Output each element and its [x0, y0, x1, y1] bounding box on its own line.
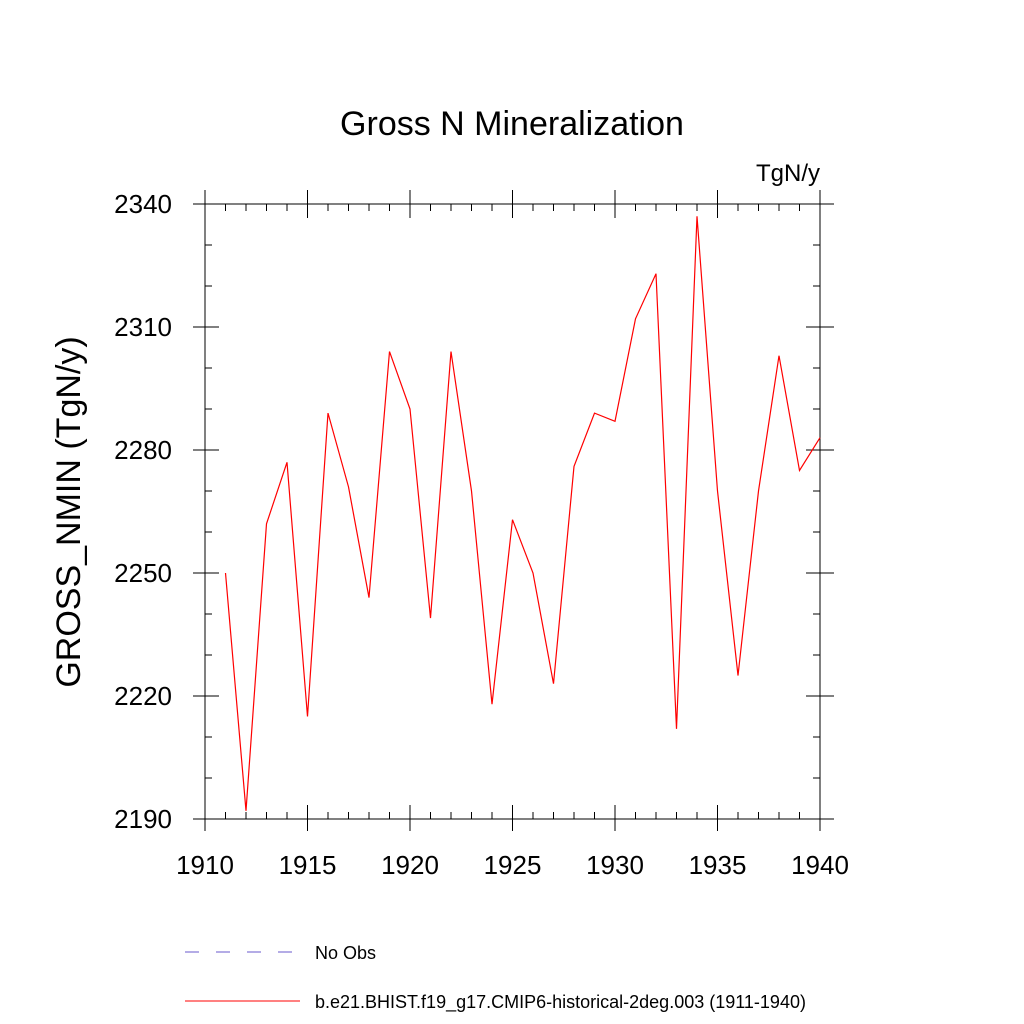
- units-label: TgN/y: [756, 160, 820, 187]
- chart-title: Gross N Mineralization: [340, 105, 684, 143]
- y-tick-label: 2190: [114, 804, 172, 834]
- x-tick-label: 1940: [791, 850, 849, 880]
- y-axis-label: GROSS_NMIN (TgN/y): [50, 336, 88, 687]
- y-tick-label: 2220: [114, 681, 172, 711]
- y-tick-label: 2250: [114, 558, 172, 588]
- y-tick-label: 2340: [114, 189, 172, 219]
- y-tick-label: 2310: [114, 312, 172, 342]
- x-tick-label: 1930: [586, 850, 644, 880]
- legend: No Obs b.e21.BHIST.f19_g17.CMIP6-historic…: [185, 943, 806, 1013]
- x-tick-label: 1925: [484, 850, 542, 880]
- y-tick-label: 2280: [114, 435, 172, 465]
- legend-label: No Obs: [315, 943, 376, 963]
- plot-frame: [204, 203, 821, 820]
- axis-ticks: 1910 1915 1920 1925 1930 1935 1940 2190 2220 2250…: [114, 189, 849, 880]
- legend-label: b.e21.BHIST.f19_g17.CMIP6-historical-2de…: [315, 992, 806, 1013]
- x-tick-label: 1920: [381, 850, 439, 880]
- series-line: [224, 216, 821, 811]
- x-tick-label: 1910: [176, 850, 234, 880]
- series-group: [224, 216, 821, 811]
- x-tick-label: 1915: [279, 850, 337, 880]
- x-tick-label: 1935: [689, 850, 747, 880]
